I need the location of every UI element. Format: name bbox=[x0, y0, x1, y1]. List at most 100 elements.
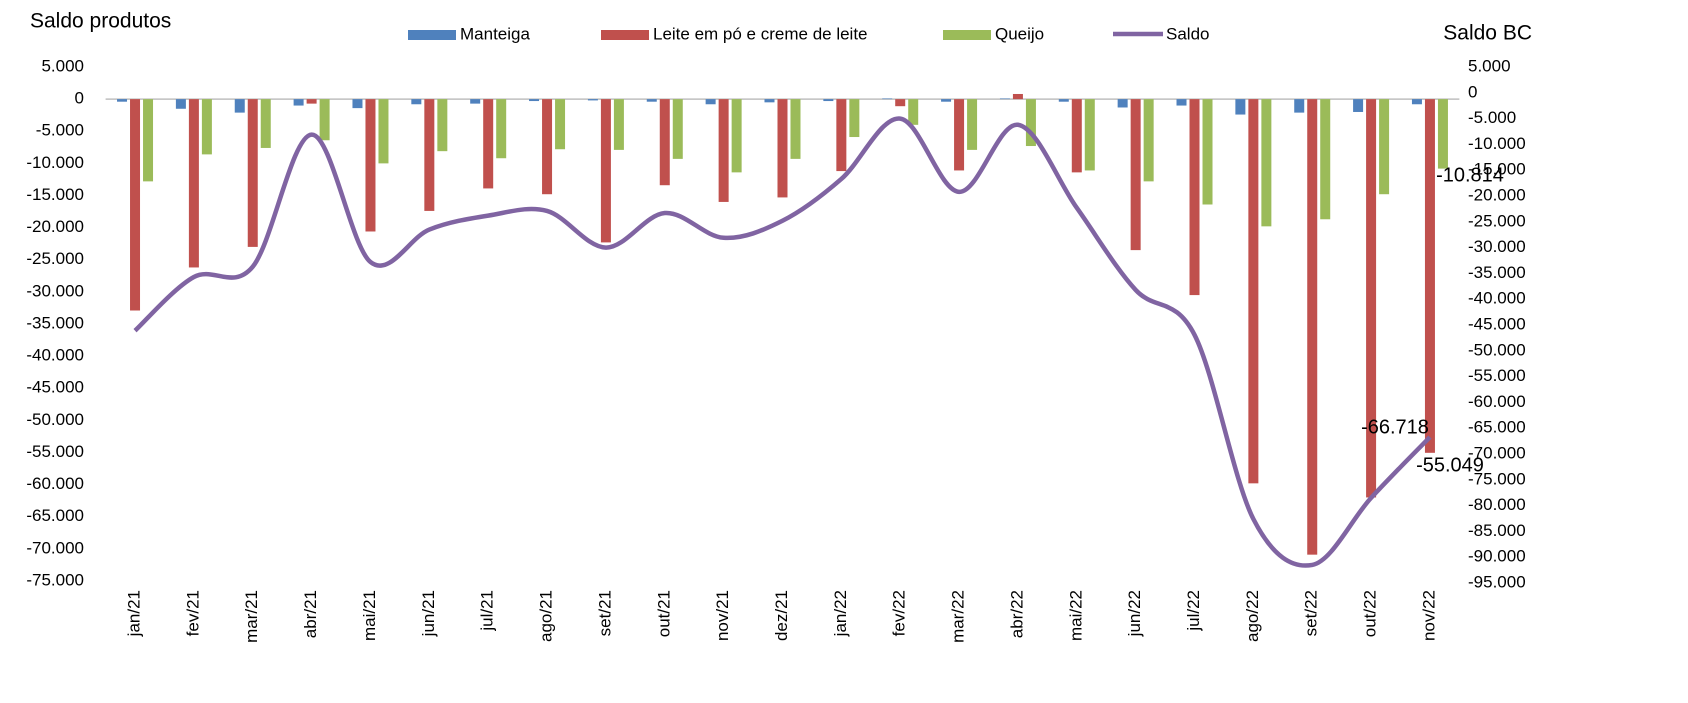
y-tick-label: -60.000 bbox=[26, 474, 84, 493]
bar bbox=[247, 99, 258, 247]
y-tick-label: -70.000 bbox=[26, 538, 84, 557]
bar bbox=[908, 99, 919, 125]
y2-tick-label: -60.000 bbox=[1468, 392, 1526, 411]
y2-tick-label: -70.000 bbox=[1468, 443, 1526, 462]
bar bbox=[365, 99, 376, 232]
bar bbox=[731, 99, 742, 173]
y-tick-label: -50.000 bbox=[26, 410, 84, 429]
x-tick-label: set/22 bbox=[1302, 590, 1321, 636]
legend-swatch bbox=[601, 30, 649, 40]
x-tick-label: fev/22 bbox=[890, 590, 909, 636]
y2-tick-label: -55.000 bbox=[1468, 366, 1526, 385]
bar bbox=[1176, 99, 1187, 106]
bar bbox=[1307, 99, 1318, 555]
bar bbox=[319, 99, 330, 141]
x-tick-label: jan/22 bbox=[831, 590, 850, 637]
y2-tick-label: -40.000 bbox=[1468, 289, 1526, 308]
data-label: -10.814 bbox=[1436, 164, 1504, 186]
y2-tick-label: -80.000 bbox=[1468, 495, 1526, 514]
bar bbox=[1366, 99, 1377, 498]
x-tick-label: mar/21 bbox=[242, 590, 261, 643]
x-tick-label: mai/21 bbox=[360, 590, 379, 641]
x-tick-label: mai/22 bbox=[1066, 590, 1085, 641]
bar bbox=[1084, 99, 1095, 171]
x-tick-label: jul/21 bbox=[478, 590, 497, 632]
legend-swatch bbox=[943, 30, 991, 40]
bar bbox=[895, 99, 906, 107]
bar bbox=[378, 99, 389, 164]
y2-tick-label: -35.000 bbox=[1468, 263, 1526, 282]
y-tick-label: -10.000 bbox=[26, 153, 84, 172]
y2-tick-label: 0 bbox=[1468, 82, 1477, 101]
y-tick-label: -5.000 bbox=[36, 121, 84, 140]
bar bbox=[823, 99, 834, 102]
bar bbox=[1071, 99, 1082, 173]
bar bbox=[117, 99, 128, 102]
x-tick-label: jun/22 bbox=[1125, 590, 1144, 637]
x-tick-label: out/22 bbox=[1361, 590, 1380, 637]
bar bbox=[1130, 99, 1141, 251]
bar bbox=[1189, 99, 1200, 296]
y-tick-label: -55.000 bbox=[26, 442, 84, 461]
y2-tick-label: -20.000 bbox=[1468, 185, 1526, 204]
bar bbox=[1202, 99, 1213, 205]
bar bbox=[777, 99, 788, 198]
bar bbox=[188, 99, 199, 268]
bar bbox=[306, 99, 317, 104]
bar bbox=[967, 99, 978, 150]
bar bbox=[1058, 99, 1069, 102]
bar bbox=[352, 99, 363, 109]
bar bbox=[1424, 99, 1435, 453]
bar bbox=[1437, 99, 1448, 169]
y2-tick-label: -95.000 bbox=[1468, 572, 1526, 591]
chart-title: Saldo produtos bbox=[30, 10, 171, 33]
bar bbox=[613, 99, 624, 150]
bar bbox=[1379, 99, 1390, 195]
bar bbox=[1143, 99, 1154, 182]
bar bbox=[954, 99, 965, 171]
bar bbox=[600, 99, 611, 243]
bar bbox=[437, 99, 448, 152]
bar bbox=[999, 98, 1010, 100]
x-tick-label: mar/22 bbox=[949, 590, 968, 643]
bar bbox=[1235, 99, 1246, 115]
data-label: -55.049 bbox=[1416, 454, 1484, 476]
y-tick-label: -15.000 bbox=[26, 185, 84, 204]
y2-tick-label: -15.000 bbox=[1468, 160, 1526, 179]
bar bbox=[849, 99, 860, 138]
x-tick-label: jul/22 bbox=[1184, 590, 1203, 632]
y2-tick-label: -5.000 bbox=[1468, 108, 1516, 127]
x-tick-label: ago/21 bbox=[537, 590, 556, 642]
bar bbox=[790, 99, 801, 159]
bar bbox=[1353, 99, 1364, 112]
y-tick-label: -75.000 bbox=[26, 570, 84, 589]
bar bbox=[143, 99, 154, 182]
bar bbox=[1261, 99, 1272, 227]
bar bbox=[555, 99, 566, 150]
legend-swatch bbox=[408, 30, 456, 40]
y-tick-label: -35.000 bbox=[26, 313, 84, 332]
x-tick-label: abr/22 bbox=[1007, 590, 1026, 638]
bar bbox=[764, 99, 775, 103]
y-tick-label: -65.000 bbox=[26, 506, 84, 525]
x-tick-label: ago/22 bbox=[1243, 590, 1262, 642]
y2-tick-label: -45.000 bbox=[1468, 314, 1526, 333]
bar bbox=[175, 99, 186, 109]
bar bbox=[1117, 99, 1128, 108]
x-tick-label: jan/21 bbox=[125, 590, 144, 637]
y-tick-label: -40.000 bbox=[26, 346, 84, 365]
y2-tick-label: -85.000 bbox=[1468, 521, 1526, 540]
bar bbox=[483, 99, 494, 189]
x-tick-label: nov/21 bbox=[713, 590, 732, 641]
y2-tick-label: -90.000 bbox=[1468, 547, 1526, 566]
bar bbox=[470, 99, 481, 104]
bar bbox=[659, 99, 670, 186]
bar bbox=[234, 99, 245, 113]
x-tick-label: fev/21 bbox=[183, 590, 202, 636]
x-tick-label: nov/22 bbox=[1419, 590, 1438, 641]
x-tick-label: abr/21 bbox=[301, 590, 320, 638]
x-tick-label: jun/21 bbox=[419, 590, 438, 637]
bar bbox=[411, 99, 422, 105]
y2-tick-label: -65.000 bbox=[1468, 418, 1526, 437]
